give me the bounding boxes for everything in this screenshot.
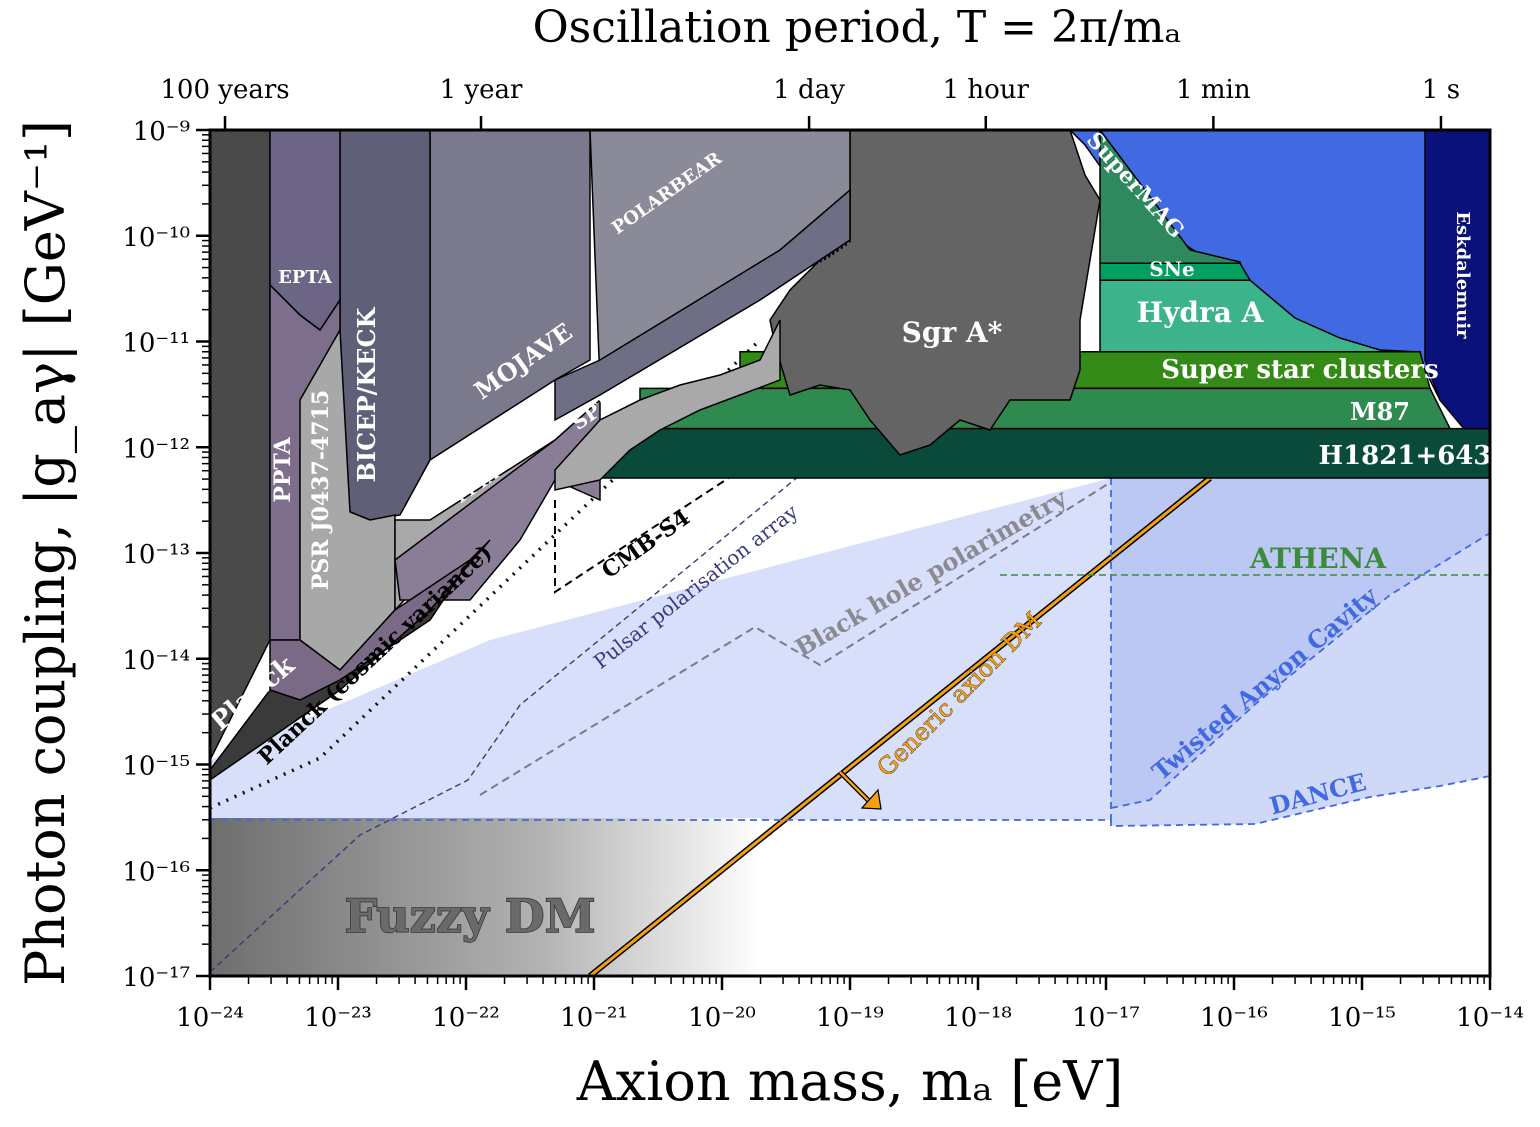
x-tick-label: 10⁻²¹ bbox=[560, 1003, 628, 1033]
generic-axion-dm-line bbox=[589, 476, 1211, 976]
mojave-strip-region bbox=[554, 188, 851, 422]
sgr-a-region bbox=[769, 130, 1101, 456]
h1821-label: H1821+643 bbox=[1319, 441, 1492, 471]
ppta-label: PPTA bbox=[270, 436, 296, 502]
sgr-a-label: Sgr A* bbox=[902, 316, 1003, 349]
planck-region bbox=[210, 130, 271, 761]
pulsar-polarisation-line bbox=[210, 429, 856, 973]
bicep-keck-label: BICEP/KECK bbox=[352, 306, 381, 482]
athena-label: ATHENA bbox=[1249, 542, 1387, 575]
y-axis-title: Photon coupling, |g_aγ| [GeV⁻¹] bbox=[14, 120, 77, 986]
y-tick-label: 10⁻¹⁷ bbox=[122, 963, 190, 993]
y-tick-label: 10⁻⁹ bbox=[133, 117, 190, 147]
x-tick-label: 10⁻¹⁹ bbox=[816, 1003, 884, 1033]
fuzzy-dm-region bbox=[210, 818, 761, 976]
top-axis-title: Oscillation period, T = 2π/mₐ bbox=[533, 2, 1182, 53]
x-tick-label: 10⁻²³ bbox=[304, 1003, 372, 1033]
m87-label: M87 bbox=[1350, 397, 1410, 426]
twisted-anyon-line bbox=[1110, 532, 1490, 809]
x-tick-label: 10⁻¹⁷ bbox=[1072, 1003, 1140, 1033]
spt-upper-region bbox=[554, 319, 781, 491]
top-tick-label: 1 year bbox=[440, 75, 523, 105]
twisted-anyon-fill bbox=[1111, 478, 1490, 808]
top-tick-label: 1 s bbox=[1422, 75, 1460, 105]
hydra-a-label: Hydra A bbox=[1137, 296, 1265, 329]
generic-axion-dm-arrowhead bbox=[860, 788, 882, 810]
cmb-s4-label: CMB-S4 bbox=[597, 505, 695, 584]
x-axis-title: Axion mass, mₐ [eV] bbox=[576, 1050, 1124, 1113]
x-tick-label: 10⁻¹⁵ bbox=[1328, 1003, 1396, 1033]
psr-label: PSR J0437-4715 bbox=[308, 390, 334, 590]
planck-edge-region bbox=[210, 539, 491, 781]
fuzzy-dm-label: Fuzzy DM bbox=[344, 889, 595, 943]
top-tick-label: 1 day bbox=[773, 75, 845, 105]
x-tick-label: 10⁻²⁴ bbox=[176, 1003, 244, 1033]
generic-axion-dm-arrow-shaft bbox=[839, 771, 871, 803]
y-tick-label: 10⁻¹² bbox=[122, 434, 190, 464]
top-tick-label: 1 hour bbox=[943, 75, 1030, 105]
top-tick-label: 1 min bbox=[1176, 75, 1251, 105]
super-star-clusters-label: Super star clusters bbox=[1161, 355, 1439, 385]
epta-label: EPTA bbox=[278, 267, 333, 288]
y-tick-label: 10⁻¹⁶ bbox=[122, 857, 190, 887]
y-tick-label: 10⁻¹¹ bbox=[122, 329, 190, 359]
y-tick-label: 10⁻¹⁵ bbox=[122, 752, 190, 782]
x-tick-label: 10⁻²⁰ bbox=[688, 1003, 756, 1033]
black-hole-polarimetry-line bbox=[479, 481, 1112, 796]
top-tick-label: 100 years bbox=[160, 75, 289, 105]
y-tick-label: 10⁻¹³ bbox=[122, 540, 190, 570]
sne-label: SNe bbox=[1149, 257, 1194, 281]
eskdalemuir-label: Eskdalemuir bbox=[1452, 211, 1473, 339]
x-tick-label: 10⁻²² bbox=[432, 1003, 500, 1033]
x-tick-label: 10⁻¹⁸ bbox=[944, 1003, 1012, 1033]
y-tick-label: 10⁻¹⁰ bbox=[122, 223, 190, 253]
x-tick-label: 10⁻¹⁶ bbox=[1200, 1003, 1268, 1033]
x-tick-label: 10⁻¹⁴ bbox=[1456, 1003, 1524, 1033]
y-tick-label: 10⁻¹⁴ bbox=[122, 646, 190, 676]
